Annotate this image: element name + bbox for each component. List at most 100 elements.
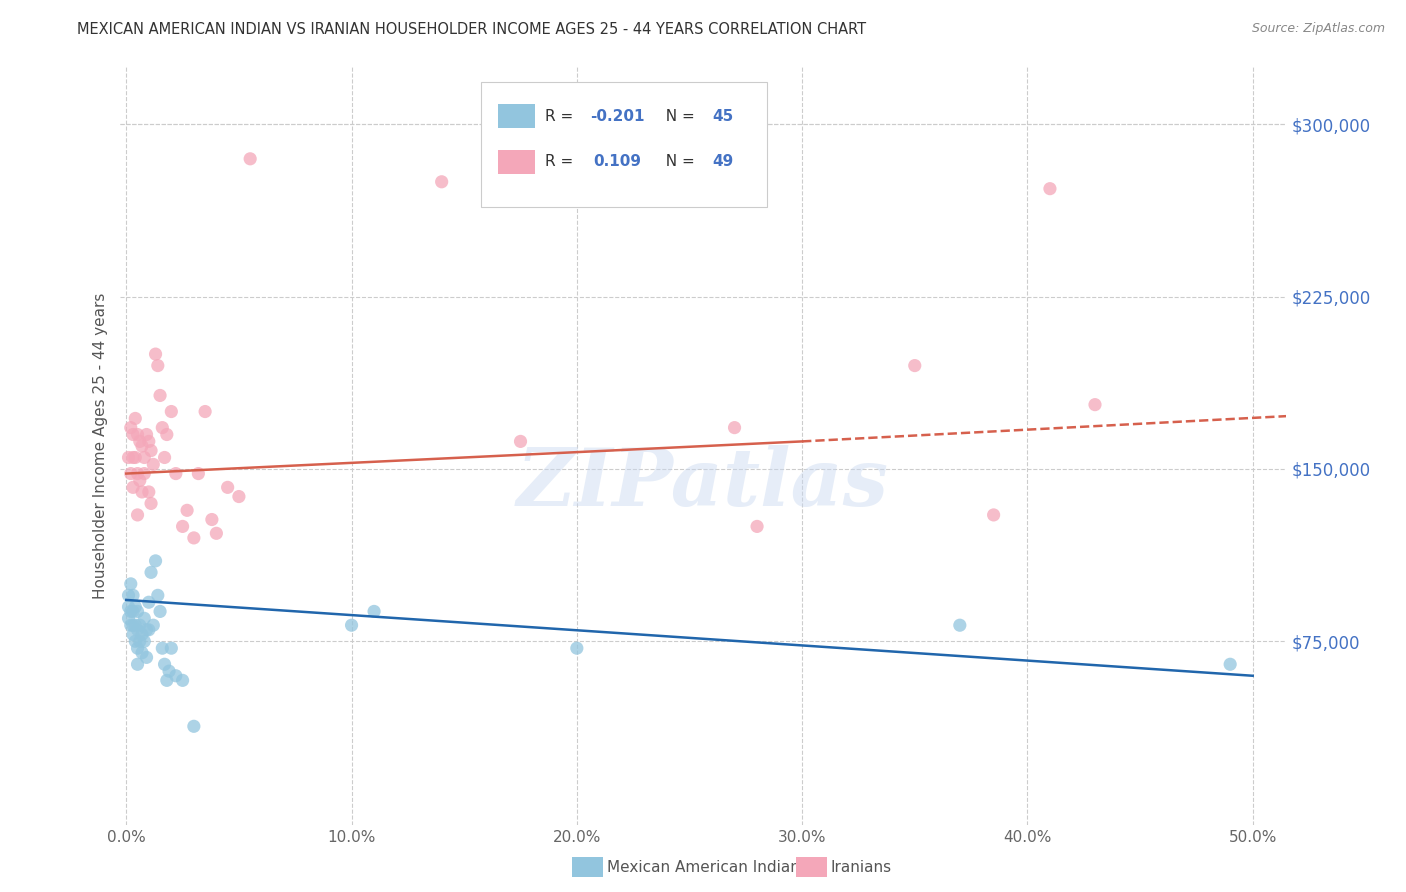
Point bbox=[135, 650, 157, 665]
Point bbox=[134, 634, 156, 648]
Point bbox=[363, 604, 385, 618]
Text: 49: 49 bbox=[713, 154, 734, 169]
Text: MEXICAN AMERICAN INDIAN VS IRANIAN HOUSEHOLDER INCOME AGES 25 - 44 YEARS CORRELA: MEXICAN AMERICAN INDIAN VS IRANIAN HOUSE… bbox=[77, 22, 866, 37]
Point bbox=[120, 577, 142, 591]
Point bbox=[120, 467, 142, 481]
Point bbox=[122, 627, 145, 641]
Point bbox=[122, 618, 145, 632]
Point bbox=[138, 623, 160, 637]
Point bbox=[150, 420, 173, 434]
Point bbox=[124, 599, 146, 614]
Point bbox=[239, 152, 262, 166]
Point bbox=[134, 450, 156, 465]
Point bbox=[124, 618, 146, 632]
Point bbox=[138, 434, 160, 449]
FancyBboxPatch shape bbox=[498, 150, 534, 174]
Text: 0.109: 0.109 bbox=[593, 154, 641, 169]
Point bbox=[122, 588, 145, 602]
Point bbox=[120, 604, 142, 618]
Point bbox=[949, 618, 972, 632]
Text: N =: N = bbox=[657, 109, 700, 124]
Point bbox=[117, 450, 139, 465]
Point bbox=[205, 526, 228, 541]
Point bbox=[142, 458, 165, 472]
Point bbox=[156, 673, 179, 688]
Point bbox=[172, 519, 194, 533]
Point bbox=[117, 611, 139, 625]
Point bbox=[149, 388, 172, 402]
Point bbox=[138, 485, 160, 500]
Point bbox=[139, 566, 162, 580]
Point bbox=[153, 450, 176, 465]
Point bbox=[128, 618, 150, 632]
Point bbox=[145, 554, 167, 568]
Point bbox=[124, 634, 146, 648]
Text: Iranians: Iranians bbox=[831, 860, 891, 874]
Point bbox=[127, 641, 149, 656]
Point bbox=[165, 467, 187, 481]
Point bbox=[430, 175, 453, 189]
Point bbox=[124, 450, 146, 465]
Point bbox=[183, 719, 205, 733]
Point bbox=[1219, 657, 1241, 672]
Point bbox=[122, 480, 145, 494]
Text: ZIPatlas: ZIPatlas bbox=[517, 445, 889, 523]
Point bbox=[509, 434, 531, 449]
Point bbox=[183, 531, 205, 545]
Point bbox=[176, 503, 198, 517]
Text: N =: N = bbox=[657, 154, 700, 169]
Point bbox=[228, 490, 250, 504]
Point bbox=[904, 359, 927, 373]
Point bbox=[128, 634, 150, 648]
Point bbox=[157, 664, 180, 678]
Point bbox=[142, 618, 165, 632]
Point bbox=[187, 467, 209, 481]
Text: -0.201: -0.201 bbox=[589, 109, 644, 124]
Point bbox=[138, 595, 160, 609]
Point bbox=[124, 411, 146, 425]
Point bbox=[117, 588, 139, 602]
Point bbox=[165, 669, 187, 683]
Point bbox=[983, 508, 1005, 522]
Y-axis label: Householder Income Ages 25 - 44 years: Householder Income Ages 25 - 44 years bbox=[93, 293, 108, 599]
Point bbox=[217, 480, 239, 494]
Text: 45: 45 bbox=[713, 109, 734, 124]
Point bbox=[131, 646, 153, 660]
Point bbox=[172, 673, 194, 688]
Text: Mexican American Indians: Mexican American Indians bbox=[607, 860, 808, 874]
Point bbox=[127, 604, 149, 618]
FancyBboxPatch shape bbox=[498, 104, 534, 128]
Point bbox=[127, 427, 149, 442]
Point bbox=[127, 467, 149, 481]
Point bbox=[128, 474, 150, 488]
Point bbox=[134, 611, 156, 625]
Point bbox=[201, 512, 224, 526]
Point bbox=[146, 588, 169, 602]
Point bbox=[127, 623, 149, 637]
Point bbox=[122, 604, 145, 618]
Text: R =: R = bbox=[546, 109, 579, 124]
Point bbox=[565, 641, 588, 656]
Text: R =: R = bbox=[546, 154, 583, 169]
Point bbox=[117, 599, 139, 614]
Point bbox=[131, 439, 153, 453]
Point bbox=[160, 641, 183, 656]
Point bbox=[139, 496, 162, 510]
Point bbox=[131, 627, 153, 641]
Point bbox=[149, 604, 172, 618]
Point bbox=[723, 420, 745, 434]
Point bbox=[134, 467, 156, 481]
Point bbox=[127, 657, 149, 672]
Point bbox=[120, 618, 142, 632]
Point bbox=[1039, 182, 1062, 196]
Point bbox=[160, 404, 183, 418]
Point bbox=[131, 485, 153, 500]
Point bbox=[146, 359, 169, 373]
Point bbox=[153, 657, 176, 672]
Point bbox=[128, 434, 150, 449]
Point bbox=[150, 641, 173, 656]
Point bbox=[745, 519, 768, 533]
Point bbox=[1084, 398, 1107, 412]
Point bbox=[122, 427, 145, 442]
Point bbox=[127, 508, 149, 522]
